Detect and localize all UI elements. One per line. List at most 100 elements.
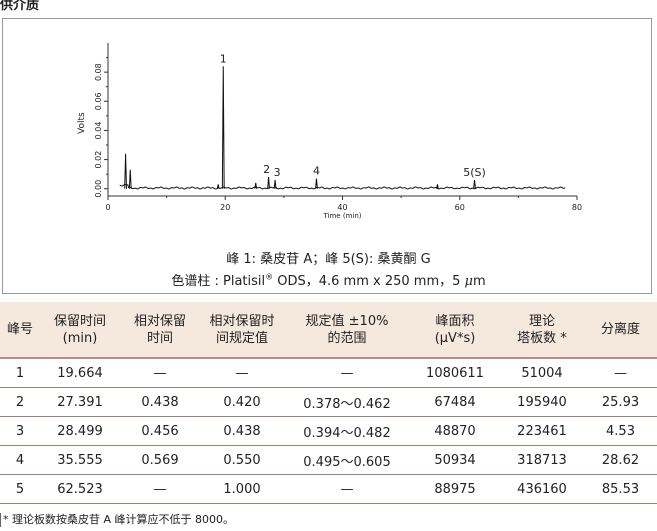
column-header-line: 塔板数 *: [517, 330, 567, 346]
table-cell: 0.420: [200, 387, 284, 417]
table-row: 5 62.523—1.000—88975 436160 85.53: [0, 474, 657, 504]
chromatogram-peak: [216, 184, 220, 189]
section-title: 供介质: [0, 0, 40, 13]
column-header: 理论 塔板数 *: [500, 302, 584, 359]
table-cell: 19.664: [40, 358, 120, 388]
table-cell: 195940: [500, 387, 584, 417]
table-cell: 50934: [410, 445, 500, 475]
table-row: 3 28.499 0.456 0.438 0.394～0.482 48870 223461 4…: [0, 416, 657, 446]
results-table: 峰号 保留时间 (min) 相对保留 时间 相对保留时 间规定值 规定值 ±10% 的范围 峰面积…: [0, 302, 657, 504]
y-tick-label: 0.02: [94, 151, 103, 169]
table-cell: 25.93: [584, 387, 657, 417]
column-header: 规定值 ±10% 的范围: [284, 302, 410, 359]
table-row: 2 27.391 0.438 0.420 0.378～0.462 67484 195940 2…: [0, 387, 657, 417]
chromatogram-chart: 0 20 40 60 80 0.00 0.02 0.04 0.06 0.08 Time (min) V…: [77, 43, 582, 220]
table-body: 1 19.664— — —1080611 51004—2 27.391 0.438 0.420…: [0, 358, 657, 504]
peak-labels: 1 2 3 4 5(S): [220, 52, 486, 179]
table-cell: 223461: [500, 416, 584, 446]
table-cell: 28.62: [584, 445, 657, 475]
peak-caption: 峰 1: 桑皮苷 A；峰 5(S): 桑黄酮 G: [226, 252, 431, 267]
x-tick-label: 80: [572, 203, 582, 212]
peak-label: 1: [220, 52, 227, 65]
table-cell: 0.550: [200, 445, 284, 475]
table-cell: 5: [0, 474, 40, 504]
peak-label: 5(S): [463, 166, 486, 179]
table-cell: 51004: [500, 358, 584, 388]
column-header: 相对保留 时间: [120, 302, 200, 359]
table-cell: 48870: [410, 416, 500, 446]
chromatogram-peak: [124, 153, 127, 189]
table-row: 1 19.664— — —1080611 51004—: [0, 358, 657, 388]
column-header-line: 峰面积: [435, 313, 475, 329]
chromatogram-frame: [2, 18, 652, 294]
table-cell: 3: [0, 416, 40, 446]
column-header-line: 的范围: [327, 330, 367, 346]
table-cell: 1080611: [410, 358, 500, 388]
chromatogram-peak: [128, 169, 132, 189]
table-cell: 1: [0, 358, 40, 388]
column-header: 保留时间 (min): [40, 302, 120, 359]
table-cell: —: [120, 474, 200, 504]
table-cell: 0.378～0.462: [284, 387, 410, 417]
chromatogram-peak: [436, 184, 439, 189]
y-tick-label: 0.00: [94, 180, 103, 198]
registered-mark: ®: [265, 272, 274, 282]
table-cell: 0.456: [120, 416, 200, 446]
chromatogram-peak: [267, 177, 270, 189]
column-caption-suffix: ODS，4.6 mm x 250 mm，5: [273, 274, 465, 289]
micro-symbol: μ: [464, 274, 473, 289]
column-header-line: 理论: [528, 313, 555, 329]
table-cell: 1.000: [200, 474, 284, 504]
column-header-line: 峰号: [6, 322, 33, 337]
micro-unit: m: [472, 274, 486, 289]
chart-axes: 0 20 40 60 80 0.00 0.02 0.04 0.06 0.08 Time (min) V…: [77, 43, 582, 220]
x-tick-label: 0: [105, 203, 110, 212]
table-cell: 27.391: [40, 387, 120, 417]
table-cell: —: [120, 358, 200, 388]
table-cell: —: [200, 358, 284, 388]
peak-label: 2: [263, 163, 270, 176]
table-cell: 318713: [500, 445, 584, 475]
table-cell: 436160: [500, 474, 584, 504]
table-cell: 35.555: [40, 445, 120, 475]
table-cell: 67484: [410, 387, 500, 417]
chromatogram-trace: [119, 66, 566, 190]
table-cell: 85.53: [584, 474, 657, 504]
table-cell: —: [284, 358, 410, 388]
table-cell: 0.569: [120, 445, 200, 475]
table-header-row: 峰号 保留时间 (min) 相对保留 时间 相对保留时 间规定值 规定值 ±10% 的范围 峰面积…: [0, 302, 657, 359]
y-axis-label: Volts: [77, 112, 87, 134]
baseline-trace: [119, 183, 566, 190]
table-cell: 2: [0, 387, 40, 417]
chromatogram-peak: [221, 66, 225, 189]
y-tick-label: 0.04: [94, 122, 103, 140]
table-cell: 88975: [410, 474, 500, 504]
peak-label: 4: [313, 165, 320, 178]
x-tick-label: 60: [455, 203, 465, 212]
x-axis-label: Time (min): [322, 212, 361, 220]
peak-label: 3: [274, 166, 281, 179]
column-header-line: 间规定值: [215, 330, 268, 346]
table-cell: 62.523: [40, 474, 120, 504]
column-header-line: 规定值 ±10%: [305, 313, 389, 329]
table-cell: 4.53: [584, 416, 657, 446]
column-header: 峰号: [0, 302, 40, 359]
column-header-line: (min): [62, 330, 98, 346]
table-row: 4 35.555 0.569 0.550 0.495～0.605 50934 318713 2…: [0, 445, 657, 475]
chromatogram-peak: [315, 178, 318, 189]
column-header: 分离度: [584, 302, 657, 359]
chromatogram-peak: [273, 179, 277, 189]
footnote: * 理论板数按桑皮苷 A 峰计算应不低于 8000。: [0, 513, 234, 527]
table-cell: 0.495～0.605: [284, 445, 410, 475]
column-header: 峰面积 (μV*s): [410, 302, 500, 359]
column-header-line: (μV*s): [434, 330, 476, 346]
column-header-line: 时间: [146, 330, 173, 346]
table-cell: 0.438: [200, 416, 284, 446]
x-tick-label: 20: [220, 203, 230, 212]
table-cell: 0.438: [120, 387, 200, 417]
column-caption: 色谱柱 : Platisil® ODS，4.6 mm x 250 mm，5 μm: [0, 270, 657, 289]
table-cell: 28.499: [40, 416, 120, 446]
x-tick-label: 40: [337, 203, 347, 212]
column-header-line: 分离度: [600, 322, 640, 337]
column-header: 相对保留时 间规定值: [200, 302, 284, 359]
